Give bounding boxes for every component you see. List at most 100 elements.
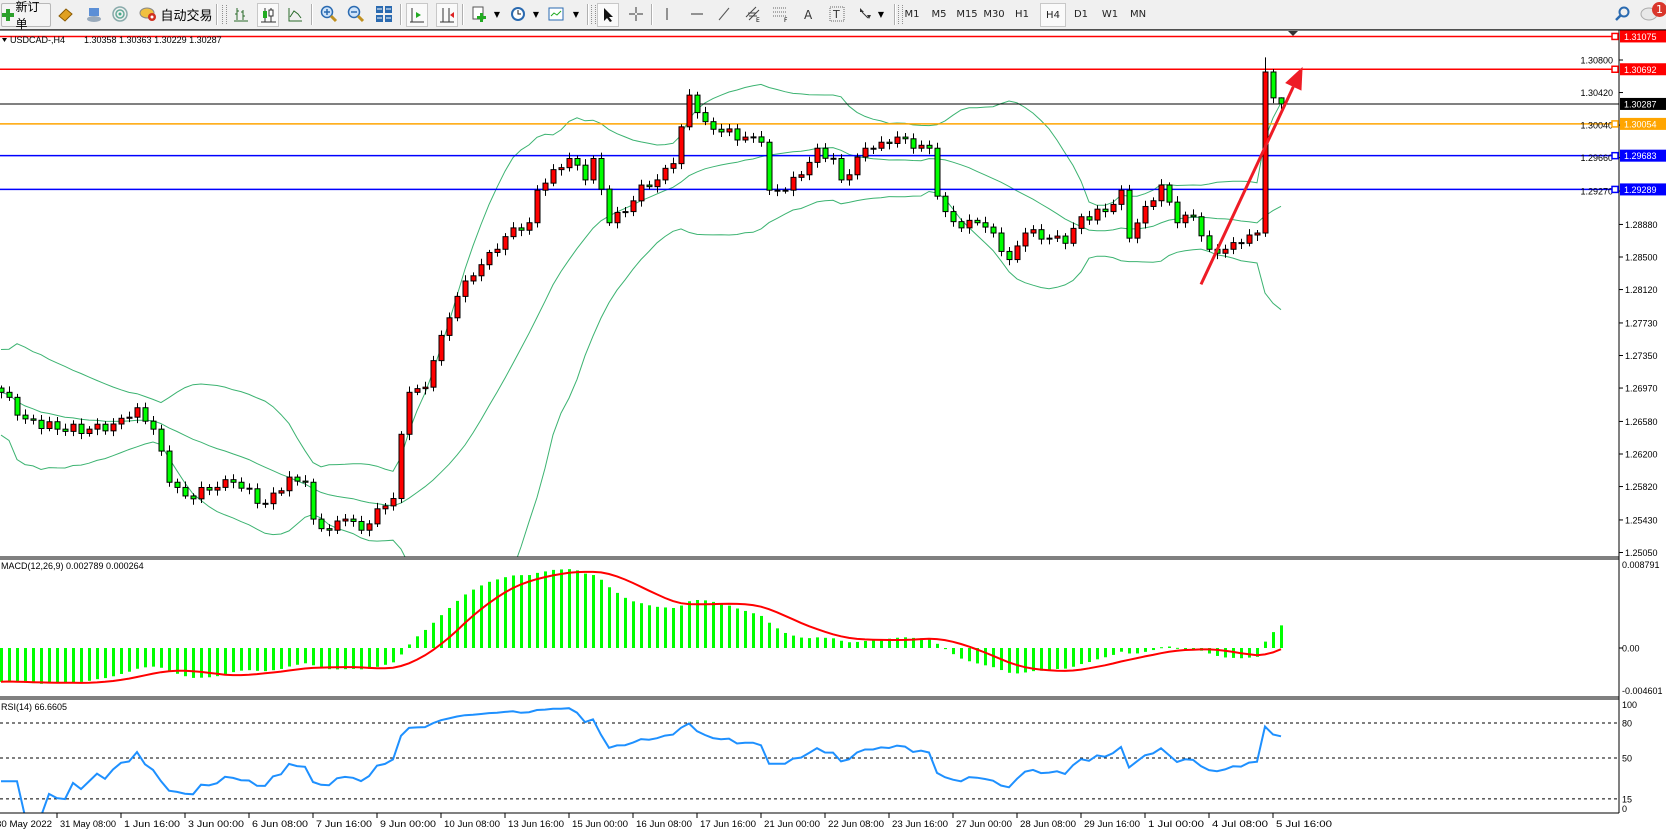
horizontal-line-button[interactable] <box>688 3 706 25</box>
equidistant-channel-button[interactable]: E <box>744 3 762 25</box>
horizontal-line-marker[interactable] <box>1611 65 1619 74</box>
search-button[interactable] <box>1612 3 1632 25</box>
macd-histogram-bar <box>680 605 683 648</box>
macd-histogram-bar <box>1176 647 1179 649</box>
macd-histogram-bar <box>584 573 587 648</box>
trendline-button[interactable] <box>715 3 733 25</box>
signals-button[interactable] <box>111 3 129 25</box>
text-button[interactable]: A <box>800 3 818 25</box>
arrows-dropdown[interactable]: ▼ <box>877 9 885 19</box>
bar-chart-button[interactable] <box>231 3 251 25</box>
candle <box>238 477 245 492</box>
main-price-panel[interactable] <box>0 35 1619 620</box>
chart-shift-button[interactable] <box>436 3 458 27</box>
indicators-dropdown[interactable]: ▼ <box>493 9 501 19</box>
crosshair-button[interactable] <box>626 3 646 25</box>
timeframe-h1[interactable]: H1 <box>1015 8 1029 20</box>
candle-body <box>1038 229 1045 240</box>
macd-histogram-bar <box>560 569 563 648</box>
zoom-out-button[interactable] <box>346 3 366 25</box>
horizontal-line-marker[interactable] <box>1611 185 1619 194</box>
candle-body <box>958 221 965 229</box>
periods-button[interactable] <box>508 3 528 25</box>
timeframe-d1[interactable]: D1 <box>1073 8 1089 20</box>
candle <box>734 124 741 146</box>
vertical-line-button[interactable] <box>658 3 676 25</box>
macd-histogram-bar <box>528 575 531 648</box>
templates-button[interactable] <box>546 3 566 25</box>
macd-histogram-bar <box>256 648 259 671</box>
candle-body <box>1062 235 1069 244</box>
price-tick-label: 1.28880 <box>1625 220 1658 230</box>
chart-symbol-label: USDCAD-,H4 <box>10 35 65 45</box>
arrows-button[interactable] <box>855 3 875 25</box>
candle-body <box>222 479 229 488</box>
timeframe-h4[interactable]: H4 <box>1040 3 1066 27</box>
zoom-in-button[interactable] <box>319 3 339 25</box>
line-chart-button[interactable] <box>285 3 305 25</box>
candle <box>1238 238 1245 249</box>
candle <box>302 475 309 488</box>
candle <box>14 393 21 421</box>
fibonacci-button[interactable]: F <box>772 3 790 25</box>
candle <box>1278 97 1285 109</box>
candle <box>718 123 725 137</box>
periods-dropdown[interactable]: ▼ <box>532 9 540 19</box>
candle <box>294 474 301 486</box>
macd-histogram-bar <box>832 638 835 648</box>
macd-histogram-bar <box>752 613 755 648</box>
macd-histogram-bar <box>928 638 931 648</box>
candle-body <box>110 423 117 432</box>
candle-body <box>126 416 133 419</box>
candle-body <box>246 487 253 490</box>
new-order-button[interactable]: 新订单 <box>1 0 51 31</box>
symbol-menu-icon[interactable] <box>2 38 7 42</box>
candle-body <box>342 518 349 522</box>
timeframe-w1[interactable]: W1 <box>1101 8 1119 20</box>
macd-histogram-bar <box>456 600 459 648</box>
macd-histogram-bar <box>384 648 387 665</box>
macd-histogram-bar <box>744 610 747 648</box>
candle <box>1166 182 1173 206</box>
tile-windows-button[interactable] <box>374 3 394 25</box>
candle <box>38 414 45 435</box>
timeframe-m1[interactable]: M1 <box>904 8 920 20</box>
cursor-button[interactable] <box>597 3 619 27</box>
timeframe-m15[interactable]: M15 <box>956 8 978 20</box>
rsi-plot-area <box>0 707 1619 813</box>
macd-histogram-bar <box>512 575 515 648</box>
text-label-button[interactable]: T <box>828 3 846 25</box>
horizontal-line-marker[interactable] <box>1611 32 1619 41</box>
auto-scroll-button[interactable] <box>406 3 428 27</box>
crosshair-icon <box>629 7 643 21</box>
indicators-button[interactable] <box>470 3 490 25</box>
candle <box>142 402 149 425</box>
rsi-panel[interactable] <box>0 707 1619 816</box>
candle <box>982 216 989 233</box>
auto-trading-button[interactable]: 自动交易 <box>139 3 213 25</box>
navigator-button[interactable] <box>85 3 103 25</box>
trend-arrow-head[interactable] <box>1285 66 1303 91</box>
macd-histogram-bar <box>992 648 995 668</box>
horizontal-line-marker[interactable] <box>1611 151 1619 160</box>
candle <box>166 445 173 487</box>
templates-dropdown[interactable]: ▼ <box>572 9 580 19</box>
market-watch-button[interactable] <box>56 3 74 25</box>
macd-histogram-bar <box>504 577 507 648</box>
timeframe-mn[interactable]: MN <box>1129 8 1147 20</box>
timeframe-m30[interactable]: M30 <box>983 8 1005 20</box>
chart-shift-marker[interactable] <box>1288 31 1298 36</box>
candlestick-button[interactable] <box>257 3 279 27</box>
trend-arrow-line[interactable] <box>1199 86 1295 286</box>
macd-histogram-bar <box>1216 648 1219 656</box>
candle <box>198 481 205 504</box>
horizontal-line-marker[interactable] <box>1611 120 1619 128</box>
candle-body <box>398 433 405 500</box>
candle <box>1174 196 1181 229</box>
candle <box>398 431 405 504</box>
timeframe-m5[interactable]: M5 <box>931 8 947 20</box>
candle-body <box>870 147 877 150</box>
macd-histogram-bar <box>296 648 299 665</box>
macd-panel[interactable] <box>0 569 1283 684</box>
